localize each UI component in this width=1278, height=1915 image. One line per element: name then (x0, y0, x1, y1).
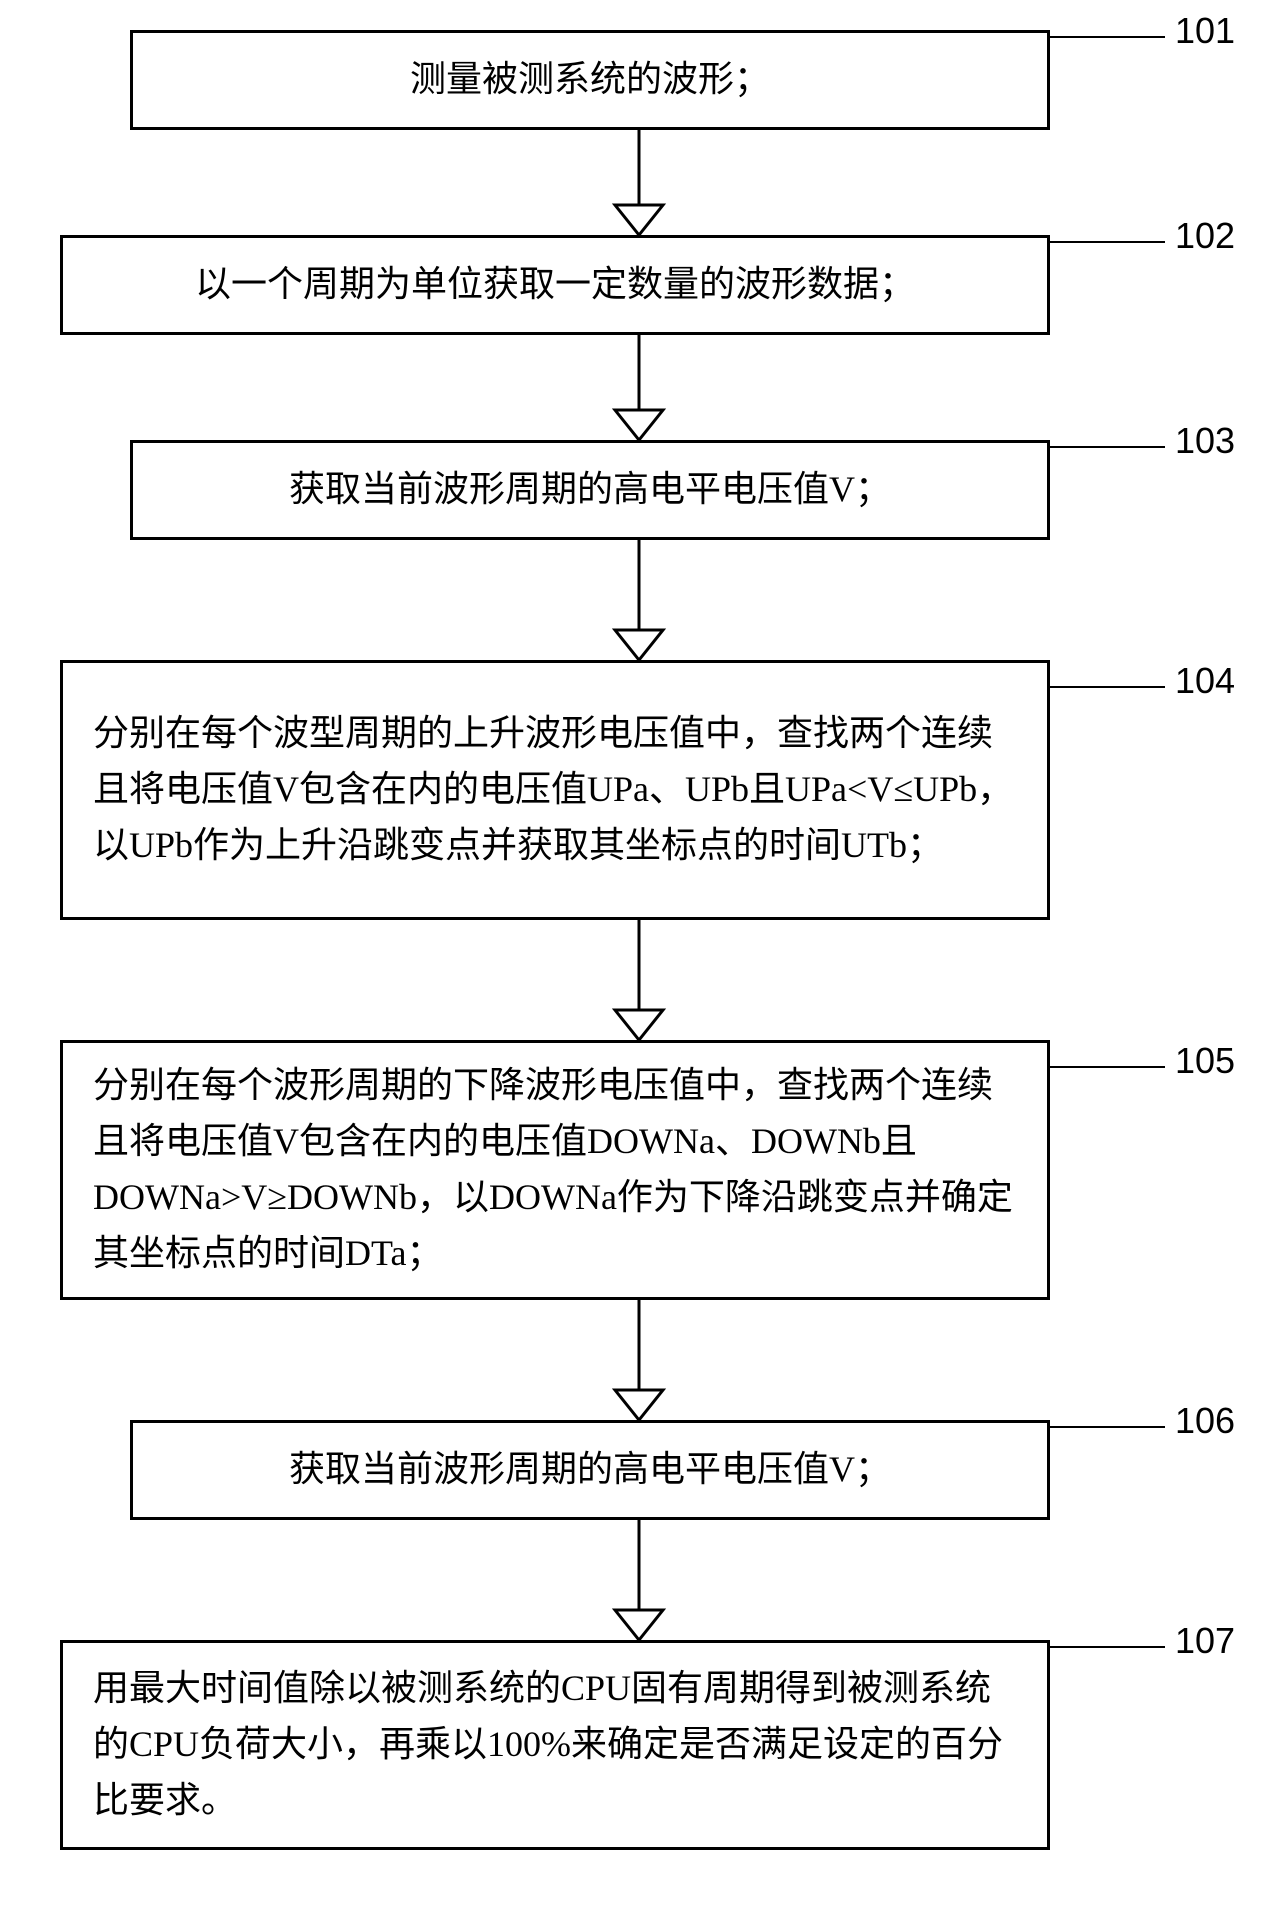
arrow-down-icon (0, 130, 1278, 235)
lead-line (1048, 28, 1167, 46)
node-text: 以一个周期为单位获取一定数量的波形数据； (195, 257, 915, 313)
arrow-down-icon (0, 1520, 1278, 1640)
node-text: 获取当前波形周期的高电平电压值V； (289, 1442, 891, 1498)
arrow-down-icon (0, 540, 1278, 660)
step-label-105: 105 (1175, 1040, 1235, 1082)
arrow-down-icon (0, 1300, 1278, 1420)
flowchart-node-103: 获取当前波形周期的高电平电压值V； (130, 440, 1050, 540)
node-text: 分别在每个波型周期的上升波形电压值中，查找两个连续且将电压值V包含在内的电压值U… (93, 706, 1017, 873)
flowchart-node-107: 用最大时间值除以被测系统的CPU固有周期得到被测系统的CPU负荷大小，再乘以10… (60, 1640, 1050, 1850)
node-text: 获取当前波形周期的高电平电压值V； (289, 462, 891, 518)
arrow-down-icon (0, 920, 1278, 1040)
node-text: 分别在每个波形周期的下降波形电压值中，查找两个连续且将电压值V包含在内的电压值D… (93, 1058, 1017, 1281)
flowchart-node-105: 分别在每个波形周期的下降波形电压值中，查找两个连续且将电压值V包含在内的电压值D… (60, 1040, 1050, 1300)
flowchart-node-104: 分别在每个波型周期的上升波形电压值中，查找两个连续且将电压值V包含在内的电压值U… (60, 660, 1050, 920)
node-text: 测量被测系统的波形； (410, 52, 770, 108)
flowchart-node-106: 获取当前波形周期的高电平电压值V； (130, 1420, 1050, 1520)
lead-line (1048, 1418, 1167, 1436)
lead-line (1048, 233, 1167, 251)
lead-line (1048, 438, 1167, 456)
lead-line (1048, 1058, 1167, 1076)
lead-line (1048, 678, 1167, 696)
node-text: 用最大时间值除以被测系统的CPU固有周期得到被测系统的CPU负荷大小，再乘以10… (93, 1661, 1017, 1828)
lead-line (1048, 1638, 1167, 1656)
step-label-104: 104 (1175, 660, 1235, 702)
flowchart-node-101: 测量被测系统的波形； (130, 30, 1050, 130)
flowchart-node-102: 以一个周期为单位获取一定数量的波形数据； (60, 235, 1050, 335)
arrow-down-icon (0, 335, 1278, 440)
step-label-101: 101 (1175, 10, 1235, 52)
